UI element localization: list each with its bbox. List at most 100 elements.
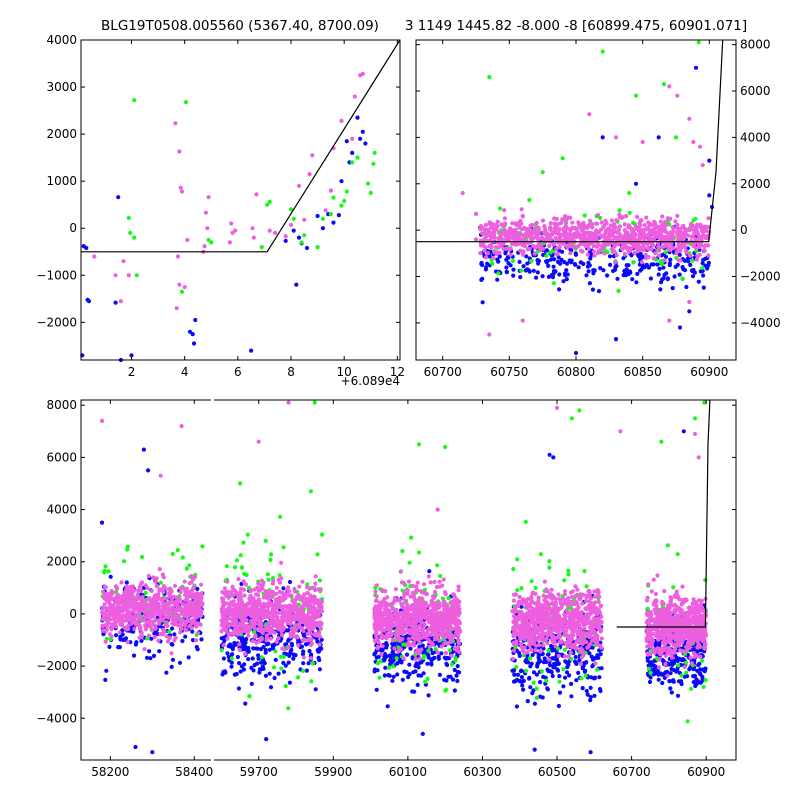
data-point	[541, 230, 546, 235]
data-point	[306, 619, 311, 624]
zoom-panel: BLG19T0508.005560 (5367.40, 8700.09) +6.…	[36, 18, 405, 388]
data-point	[673, 135, 679, 140]
data-point	[393, 623, 398, 628]
data-point	[446, 622, 451, 627]
data-point	[595, 250, 601, 256]
data-point	[660, 214, 665, 219]
data-point	[125, 608, 130, 613]
data-point	[680, 225, 685, 230]
data-point	[238, 590, 243, 596]
data-point	[137, 624, 142, 629]
data-point	[231, 587, 236, 592]
data-point	[109, 634, 114, 639]
y-tick-label: −1000	[36, 268, 77, 282]
data-point	[633, 181, 639, 186]
data-point	[592, 253, 597, 258]
data-point	[226, 632, 231, 637]
data-point	[254, 646, 259, 651]
data-point	[481, 231, 486, 236]
data-point	[156, 638, 161, 643]
data-point	[499, 232, 504, 237]
data-point	[279, 628, 284, 634]
data-point	[283, 684, 288, 689]
data-point	[380, 589, 385, 594]
data-point	[689, 226, 694, 231]
data-point	[425, 628, 431, 634]
data-point	[84, 245, 89, 251]
data-point	[671, 228, 676, 234]
data-point	[151, 575, 156, 580]
data-point	[116, 593, 121, 598]
data-point	[402, 592, 407, 597]
data-point	[307, 648, 312, 654]
data-point	[548, 227, 553, 232]
x-tick-label: 60750	[490, 365, 528, 379]
data-point	[291, 228, 296, 233]
data-point	[554, 216, 559, 222]
data-point	[296, 643, 301, 648]
data-point	[552, 221, 557, 227]
data-point	[132, 626, 137, 632]
data-point	[700, 265, 705, 270]
data-point	[180, 555, 185, 560]
data-point	[581, 261, 586, 266]
data-point	[311, 594, 316, 599]
data-point	[166, 610, 171, 615]
y-tick-label: 2000	[46, 127, 77, 141]
data-point	[301, 661, 306, 666]
data-point	[510, 258, 515, 263]
data-point	[634, 280, 639, 285]
data-point	[195, 647, 200, 652]
data-point	[153, 618, 158, 623]
data-point	[504, 265, 509, 270]
data-point	[625, 269, 631, 274]
data-point	[544, 253, 549, 258]
data-point	[297, 584, 302, 589]
data-point	[407, 560, 412, 565]
data-point	[675, 222, 680, 227]
data-point	[146, 633, 151, 638]
data-point	[247, 601, 252, 606]
data-point	[576, 220, 581, 225]
data-point	[435, 650, 440, 655]
data-point	[446, 596, 451, 601]
data-point	[299, 644, 304, 649]
y-tick-label: 8000	[740, 38, 771, 52]
data-point	[229, 656, 234, 661]
data-point	[191, 603, 196, 609]
data-point	[280, 590, 285, 596]
data-point	[635, 214, 640, 220]
data-point	[237, 642, 242, 647]
data-point	[187, 606, 193, 611]
data-point	[400, 626, 405, 632]
zoom-panel-title: BLG19T0508.005560 (5367.40, 8700.09)	[101, 18, 379, 34]
data-point	[659, 262, 665, 267]
data-point	[391, 674, 396, 679]
data-point	[553, 235, 558, 240]
data-point	[328, 188, 333, 193]
data-point	[382, 622, 387, 627]
data-point	[600, 49, 605, 54]
data-point	[521, 264, 526, 269]
data-point	[504, 246, 509, 251]
data-point	[437, 579, 442, 584]
data-point	[336, 213, 341, 218]
data-point	[255, 614, 261, 620]
data-point	[388, 655, 393, 660]
data-point	[487, 75, 492, 80]
data-point	[539, 246, 544, 251]
data-point	[400, 677, 405, 682]
data-point	[158, 580, 163, 585]
data-point	[429, 657, 435, 662]
data-point	[275, 597, 280, 602]
data-point	[412, 606, 417, 611]
data-point	[524, 231, 529, 236]
data-point	[412, 614, 417, 619]
data-point	[617, 224, 623, 229]
data-point	[199, 582, 204, 587]
data-point	[656, 272, 661, 277]
data-point	[167, 635, 173, 640]
data-point	[448, 674, 453, 679]
data-point	[317, 578, 322, 583]
data-point	[544, 232, 550, 237]
